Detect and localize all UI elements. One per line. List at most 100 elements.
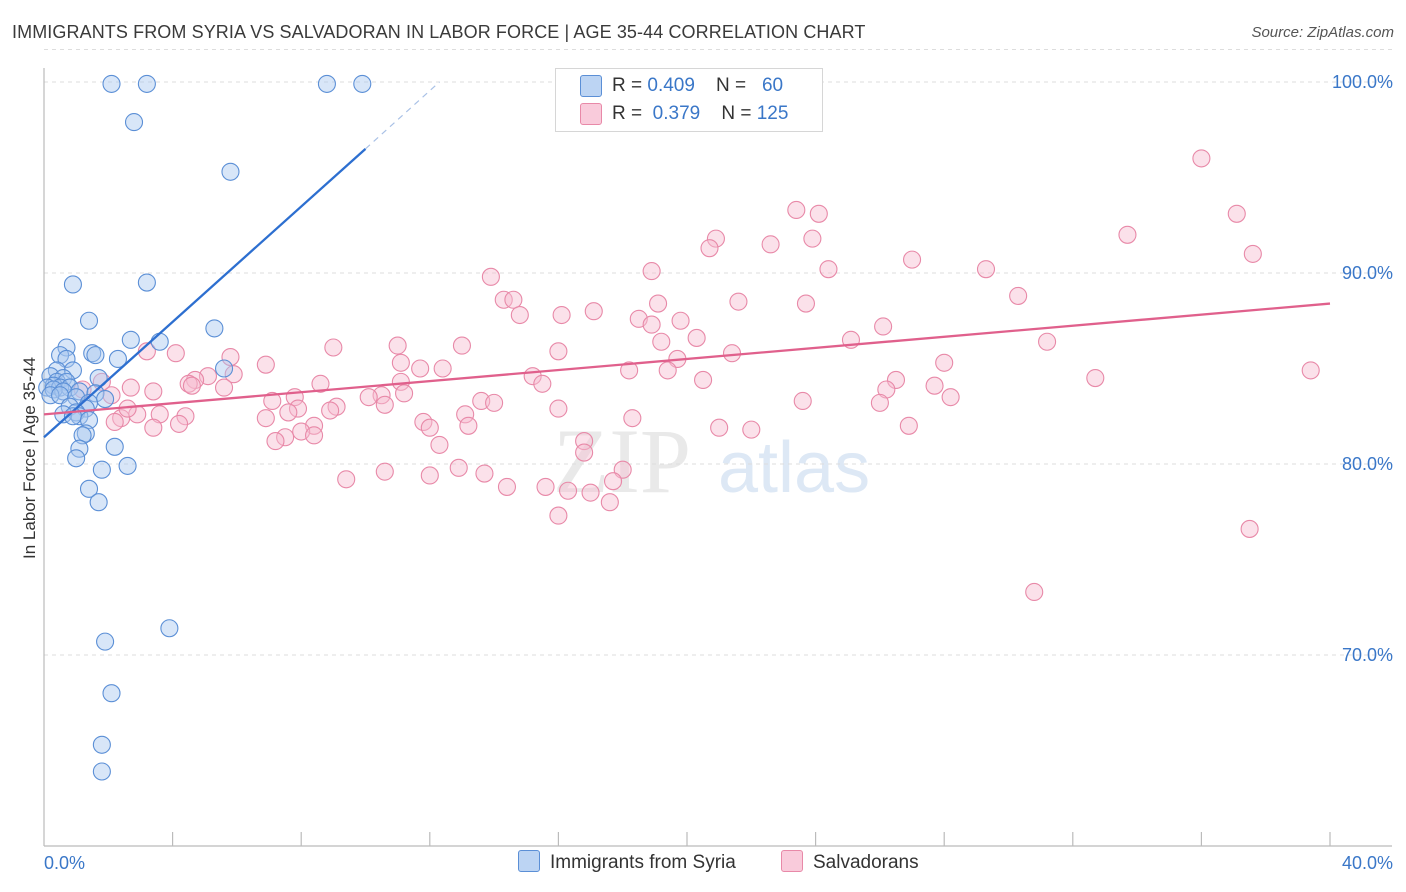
salvadorans-point (224, 365, 243, 384)
salvadorans-point (452, 336, 472, 355)
salvadorans-point (1192, 149, 1211, 168)
syria-point (70, 439, 89, 458)
source-label: Source: ZipAtlas.com (1251, 24, 1394, 41)
salvadorans-point (819, 260, 838, 279)
syria-point (108, 349, 127, 369)
bottom-legend-swatch-syria (518, 850, 540, 872)
salvadorans-point (420, 418, 439, 437)
syria-point (96, 632, 115, 651)
syria-point (83, 344, 102, 363)
salvadorans-point (1009, 286, 1028, 305)
salvadorans-point (642, 315, 661, 334)
salvadorans-point (288, 399, 308, 418)
salvadorans-point (575, 443, 594, 462)
syria-point (221, 162, 240, 181)
salvadorans-point (375, 462, 394, 481)
salvadorans-point (600, 493, 619, 512)
salvadorans-point (459, 416, 478, 435)
x-tick-label: 0.0% (44, 853, 85, 873)
legend-r-label: R = (612, 103, 648, 124)
syria-point (92, 762, 111, 781)
salvadorans-point (536, 477, 555, 496)
salvadorans-point (276, 428, 295, 447)
y-tick-label: 70.0% (1342, 645, 1393, 665)
y-tick-label: 80.0% (1342, 454, 1393, 474)
watermark-atlas: atlas (718, 428, 870, 508)
salvadorans-point (581, 483, 600, 502)
salvadorans-point (391, 353, 410, 372)
chart-title: IMMIGRANTS FROM SYRIA VS SALVADORAN IN L… (12, 22, 866, 42)
salvadorans-point (549, 506, 568, 525)
syria-trend-extension (365, 81, 440, 150)
salvadorans-point (433, 359, 452, 378)
salvadorans-point (886, 370, 906, 390)
legend-swatch-syria (580, 75, 602, 97)
syria-point (79, 479, 99, 498)
salvadorans-point (485, 393, 504, 412)
legend: R = 0.409 N = 60 R = 0.379 N = 125 (555, 68, 823, 132)
syria-point (63, 275, 82, 294)
legend-n-value: 125 (756, 103, 789, 124)
bottom-legend-label-salvadorans: Salvadorans (813, 852, 919, 873)
salvadorans-point (324, 338, 343, 357)
salvadorans-point (1227, 204, 1246, 223)
bottom-legend-label-syria: Immigrants from Syria (550, 852, 736, 873)
salvadorans-point (803, 229, 822, 248)
salvadorans-point (604, 472, 623, 491)
salvadorans-point (761, 235, 780, 254)
salvadorans-point (1025, 582, 1044, 602)
syria-point (105, 437, 124, 456)
bottom-legend-swatch-salvadorans (781, 850, 803, 872)
syria-point (118, 456, 137, 475)
syria-point (205, 319, 224, 338)
salvadorans-point (456, 405, 475, 424)
salvadorans-point (475, 464, 494, 483)
salvadorans-point (266, 432, 285, 451)
axes (43, 68, 1392, 847)
salvadorans-point (793, 391, 812, 411)
salvadorans-point (925, 376, 944, 395)
syria-point (92, 460, 111, 479)
syria-point (76, 424, 95, 443)
salvadorans-point (549, 342, 568, 361)
syria-point (86, 346, 105, 365)
tick-labels: 70.0% 80.0% 90.0% 100.0% 0.0% 40.0% (44, 72, 1393, 873)
syria-point (102, 684, 121, 703)
salvadorans-point (941, 388, 960, 407)
salvadorans-point (1086, 368, 1105, 388)
syria-point (86, 384, 105, 403)
syria-point (317, 74, 336, 93)
salvadorans-point (584, 302, 603, 321)
legend-n-label: N = (721, 103, 757, 124)
salvadorans-point (494, 290, 513, 309)
salvadorans-point (620, 361, 639, 380)
salvadorans-point (706, 229, 725, 248)
salvadorans-point (504, 290, 523, 309)
x-tick-label: 40.0% (1342, 853, 1393, 873)
salvadorans-point (256, 355, 275, 374)
legend-n-value: 60 (761, 75, 784, 96)
syria-trend-line (43, 147, 367, 439)
salvadorans-point (899, 416, 918, 435)
bottom-legend-syria: Immigrants from Syria (518, 850, 736, 874)
salvadorans-point (176, 407, 195, 426)
salvadorans-point (902, 250, 922, 269)
syria-point (121, 330, 140, 349)
syria-point (79, 311, 99, 330)
syria-point (214, 359, 234, 378)
salvadorans-point (671, 311, 690, 330)
salvadorans-point (144, 382, 163, 401)
legend-r-label: R = (612, 75, 648, 96)
salvadorans-point (729, 292, 748, 311)
salvadorans-point (1038, 332, 1057, 351)
salvadorans-point (742, 420, 761, 439)
salvadorans-point (642, 262, 661, 281)
salvadorans-point (411, 359, 430, 378)
salvadorans-point (1240, 519, 1259, 538)
salvadorans-point (649, 294, 668, 313)
salvadorans-points (73, 149, 1320, 602)
salvadorans-point (694, 370, 713, 390)
salvadorans-point (169, 414, 189, 433)
salvadorans-point (510, 305, 529, 325)
trend-lines (43, 81, 1331, 439)
